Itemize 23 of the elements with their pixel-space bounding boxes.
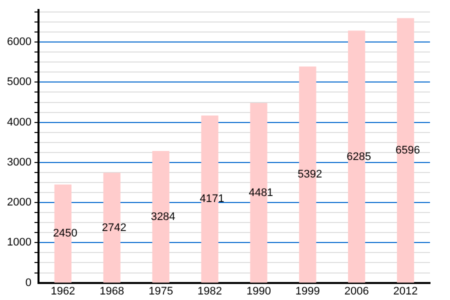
- data-label: 4171: [200, 193, 224, 206]
- y-tick-label: 0: [25, 276, 32, 289]
- x-tick-label: 1990: [246, 285, 271, 298]
- data-label: 2742: [102, 222, 126, 234]
- x-tick-label: 2006: [344, 285, 369, 298]
- y-tick-label: 4000: [6, 116, 32, 128]
- y-tick-label: 3000: [6, 156, 32, 168]
- data-label: 3284: [150, 210, 176, 223]
- x-tick-label: 1968: [100, 285, 124, 298]
- y-tick-label: 5000: [6, 76, 32, 88]
- data-label: 2450: [52, 228, 78, 240]
- x-tick-label: 2012: [393, 285, 418, 298]
- y-tick-label: 1000: [6, 236, 32, 249]
- y-tick-label: 2000: [6, 196, 32, 209]
- data-label: 6285: [346, 150, 372, 163]
- x-tick-label: 1982: [198, 285, 222, 298]
- data-label: 5392: [298, 168, 322, 181]
- y-tick-label: 6000: [6, 36, 32, 48]
- data-label: 6596: [396, 144, 420, 157]
- x-tick-label: 1975: [148, 285, 174, 298]
- x-tick-label: 1999: [295, 285, 320, 298]
- data-label: 4481: [248, 186, 274, 199]
- x-tick-label: 1962: [50, 285, 76, 298]
